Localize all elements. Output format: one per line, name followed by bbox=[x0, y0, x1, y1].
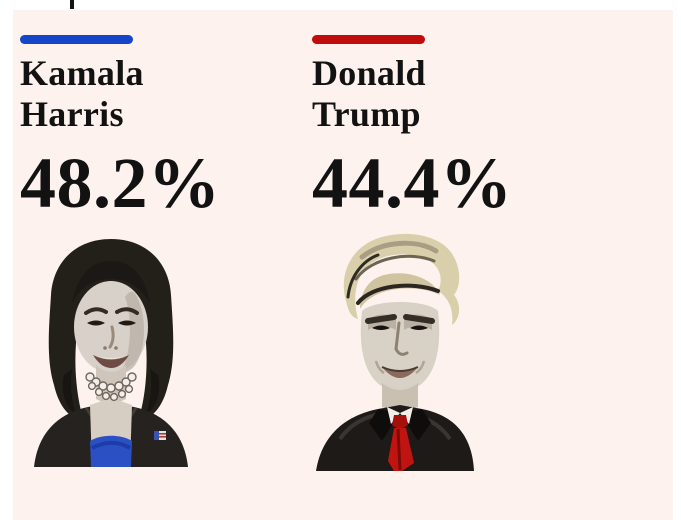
harris-party-color-bar bbox=[20, 35, 133, 44]
cutoff-headline-fragment bbox=[70, 0, 74, 9]
last-name: Harris bbox=[20, 94, 124, 134]
kamala-harris-portrait bbox=[26, 235, 320, 468]
last-name: Trump bbox=[312, 94, 421, 134]
first-name: Donald bbox=[312, 53, 426, 93]
candidate-name-harris: Kamala Harris bbox=[20, 53, 320, 135]
flag-pin-icon bbox=[154, 431, 166, 440]
poll-panel: Kamala Harris 48.2% bbox=[13, 10, 673, 520]
first-name: Kamala bbox=[20, 53, 144, 93]
donald-trump-portrait bbox=[312, 227, 612, 471]
candidate-card-harris: Kamala Harris 48.2% bbox=[20, 35, 320, 468]
candidate-card-trump: Donald Trump 44.4% bbox=[312, 35, 612, 471]
candidate-name-trump: Donald Trump bbox=[312, 53, 612, 135]
trump-party-color-bar bbox=[312, 35, 425, 44]
kamala-harris-portrait-illustration bbox=[34, 239, 188, 468]
donald-trump-portrait-illustration bbox=[316, 233, 474, 471]
trump-poll-share: 44.4% bbox=[312, 143, 513, 223]
harris-poll-share: 48.2% bbox=[20, 143, 221, 223]
